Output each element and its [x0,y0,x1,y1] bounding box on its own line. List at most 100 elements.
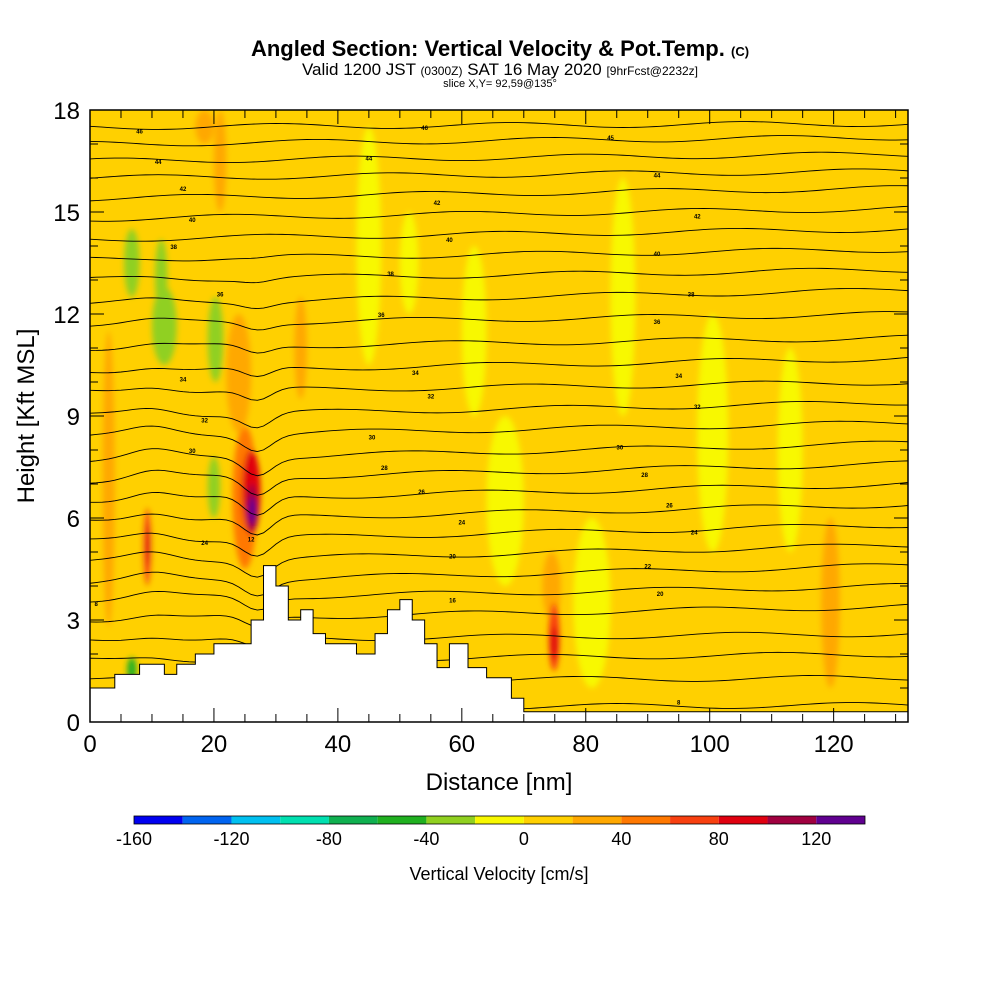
isentrope-14 [90,401,908,429]
isentrope-28 [90,121,908,130]
velocity-cell-22 [399,212,419,314]
x-tick-label: 60 [448,731,475,758]
isentrope-24 [90,185,908,202]
isentrope-7 [90,543,908,578]
valid-date: SAT 16 May 2020 [467,60,602,79]
isentrope-10 [90,482,908,516]
isentrope-26 [90,151,908,163]
contour-label-31: 36 [654,320,661,326]
colorbar-swatch-9 [572,816,622,824]
velocity-cell-25 [486,416,524,586]
colorbar-tick-label: -120 [213,829,249,849]
y-tick-label: 0 [67,710,80,737]
axes [89,109,909,723]
contour-label-36: 26 [666,503,673,509]
theta-contours [90,121,908,716]
velocity-cell-9 [207,297,224,382]
velocity-cell-30 [610,178,636,416]
contour-label-37: 24 [691,531,698,537]
isentrope-16 [90,356,908,377]
isentrope-22 [90,227,908,242]
isentrope-27 [90,135,908,147]
contour-label-24: 20 [449,554,456,560]
contour-label-21: 28 [381,466,388,472]
velocity-cell-1 [90,127,103,702]
contour-label-5: 36 [217,293,224,299]
contour-label-16: 38 [387,272,394,278]
contour-label-10: 12 [248,537,255,543]
y-tick-label: 12 [53,302,80,329]
velocity-cell-20 [300,416,326,620]
velocity-cell-19 [226,314,252,433]
terrain [89,565,909,723]
isentrope-20 [90,267,908,284]
colorbar: -160 -120 -80 -40 0 40 80 120 [116,815,866,849]
velocity-cell-17 [294,297,307,399]
velocity-cell-23 [437,314,462,586]
y-axis-label: Height [Kft MSL] [13,329,40,504]
isentrope-5 [90,582,908,611]
x-tick-label: 120 [814,731,854,758]
velocity-cell-29 [573,518,611,688]
colorbar-swatch-6 [426,816,476,824]
contour-label-19: 32 [427,395,434,401]
colorbar-swatch-13 [767,816,817,824]
colorbar-tick-label: 40 [611,829,631,849]
velocity-cell-8 [151,286,177,365]
contour-label-2: 42 [180,187,187,193]
isentrope-11 [90,460,908,496]
colorbar-tick-label: -40 [413,829,439,849]
y-tick-label: 9 [67,404,80,431]
y-axis-ticks: 0 3 6 9 12 15 18 [53,98,80,737]
contour-label-39: 20 [657,592,664,598]
x-axis-ticks: 0 20 40 60 80 100 120 [83,731,853,758]
contour-label-27: 44 [654,174,661,180]
contour-label-4: 38 [170,245,177,251]
colorbar-swatch-3 [280,816,329,824]
velocity-cell-2 [120,450,159,637]
chart-title-main: Angled Section: Vertical Velocity & Pot.… [250,36,725,61]
velocity-cell-12 [213,110,227,212]
x-tick-label: 80 [572,731,599,758]
y-tick-label: 15 [53,200,80,227]
isentrope-19 [90,288,908,310]
chart-subtitle: Valid 1200 JST (0300Z) SAT 16 May 2020 [… [0,60,1000,80]
isentrope-18 [90,311,908,331]
velocity-cell-35 [777,348,803,552]
forecast-label: [9hrFcst@2232z] [606,64,699,78]
contour-label-1: 44 [155,160,162,166]
velocity-cell-4 [145,524,151,566]
x-tick-label: 40 [325,731,352,758]
colorbar-swatch-2 [231,816,281,824]
colorbar-swatch-1 [182,816,232,824]
velocity-cell-16 [248,497,257,525]
isentrope-25 [90,168,908,180]
colorbar-swatch-8 [523,816,573,824]
contour-label-18: 34 [412,371,419,377]
contour-label-7: 32 [201,418,208,424]
colorbar-swatch-14 [816,816,865,824]
valid-time: Valid 1200 JST [301,60,416,79]
velocity-cell-6 [124,229,140,297]
velocity-cell-24 [461,246,487,416]
contour-label-22: 26 [418,490,425,496]
velocity-cell-21 [356,127,382,365]
contour-label-3: 40 [189,218,196,224]
velocity-cell-10 [207,456,221,518]
isentrope-8 [90,524,908,557]
velocity-field [90,110,908,722]
isentrope-15 [90,380,908,401]
colorbar-tick-label: -160 [116,829,152,849]
velocity-cell-38 [839,246,865,416]
contour-label-34: 30 [616,446,623,452]
x-tick-label: 100 [690,731,730,758]
contour-label-35: 28 [641,473,648,479]
contour-label-15: 40 [446,238,453,244]
y-tick-label: 3 [67,608,80,635]
colorbar-frame [133,815,866,825]
terrain-outline [89,565,909,723]
isentrope-12 [90,440,908,477]
contour-labels: 46 44 42 40 38 36 34 32 30 24 12 8 46 44 42 40 38 36 34 32 3… [95,126,702,707]
velocity-cell-37 [870,586,896,671]
